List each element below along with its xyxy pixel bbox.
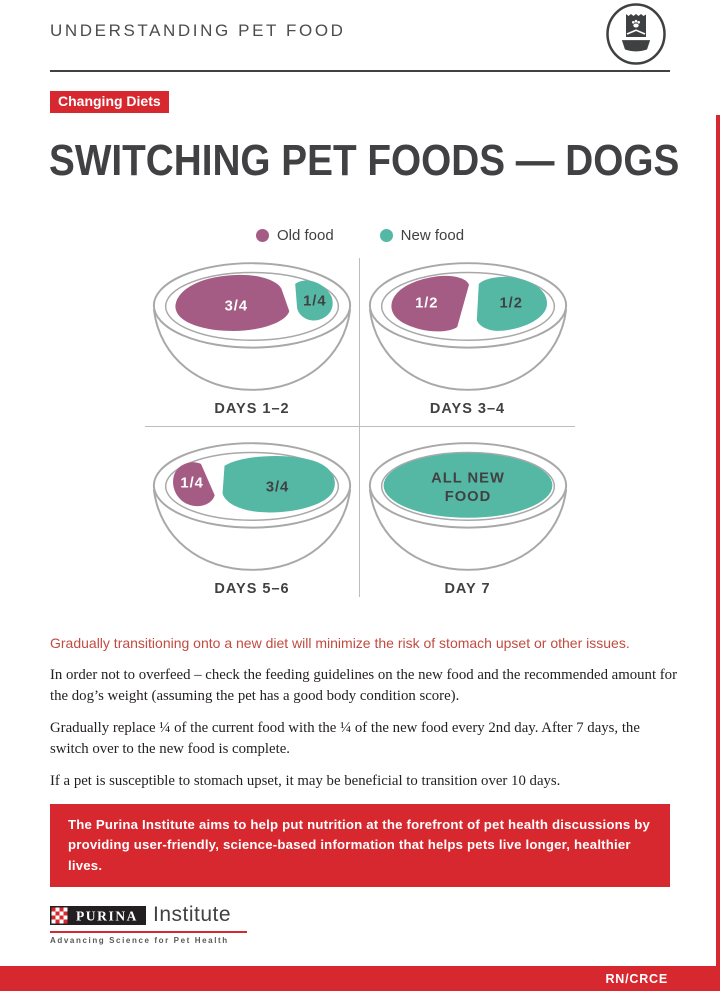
old-food-portion (173, 462, 215, 507)
page-title: SWITCHING PET FOODS — DOGS (49, 136, 680, 185)
document-code: RN/CRCE (605, 971, 668, 986)
old-fraction-label: 1/4 (180, 475, 203, 491)
bowl-diagram-grid: 3/4 1/4 DAYS 1–2 1/2 1/2 DAYS 3–4 1/4 3/… (145, 258, 575, 597)
logo-underline (50, 931, 247, 933)
bowl-graphic-days-1-2: 3/4 1/4 (152, 262, 352, 391)
bowl-day-label: DAYS 3–4 (429, 401, 506, 417)
checkerboard-icon (51, 907, 68, 923)
bottom-bar: RN/CRCE (0, 966, 720, 991)
new-food-portion (222, 455, 335, 513)
pet-food-bag-and-bowl-icon (606, 3, 666, 65)
food-bowl-shape (620, 38, 652, 53)
paragraph-stomach-upset: If a pet is susceptible to stomach upset… (50, 773, 561, 789)
bowl-day-label: DAY 7 (444, 581, 491, 597)
legend: Old food New food (0, 227, 720, 244)
new-fraction-label: 3/4 (266, 479, 289, 495)
paragraph-replace-quarter: Gradually replace ¼ of the current food … (50, 720, 640, 757)
legend-label-old: Old food (276, 227, 334, 244)
bowl-day-label: DAYS 1–2 (214, 401, 290, 417)
legend-label-new: New food (400, 227, 465, 244)
new-fraction-label: 1/2 (499, 295, 522, 311)
old-food-portion (390, 275, 469, 332)
bowl-days-5-6: 1/4 3/4 DAYS 5–6 (145, 427, 360, 597)
header-divider (50, 70, 670, 72)
purina-institute-callout: The Purina Institute aims to help put nu… (50, 804, 670, 888)
old-food-swatch (255, 229, 269, 242)
document-header-title: UNDERSTANDING PET FOOD (50, 21, 346, 40)
old-fraction-label: 3/4 (225, 298, 248, 314)
bowl-graphic-days-3-4: 1/2 1/2 (368, 262, 567, 391)
bowl-day-label: DAYS 5–6 (214, 581, 290, 597)
all-new-food-label-line1: ALL NEW (431, 470, 505, 486)
all-new-food-label-line2: FOOD (444, 489, 490, 505)
new-food-portion (295, 280, 333, 321)
new-food-portion (383, 453, 552, 518)
old-food-portion (175, 274, 290, 332)
logo-tagline: Advancing Science for Pet Health (50, 936, 229, 945)
right-edge-accent-bar (716, 115, 720, 991)
bowl-graphic-day-7: ALL NEW FOOD (368, 442, 567, 571)
new-food-portion (476, 276, 547, 331)
bowl-graphic-days-5-6: 1/4 3/4 (152, 442, 352, 571)
old-fraction-label: 1/2 (415, 295, 438, 311)
new-food-swatch (379, 229, 393, 242)
body-paragraphs: In order not to overfeed – check the fee… (50, 665, 678, 803)
purina-institute-logo: PURINA Institute Advancing Science for P… (50, 903, 247, 945)
paragraph-overfeed: In order not to overfeed – check the fee… (50, 667, 678, 704)
section-badge: Changing Diets (50, 91, 169, 113)
new-fraction-label: 1/4 (303, 293, 326, 309)
highlight-sentence: Gradually transitioning onto a new diet … (50, 635, 630, 651)
bowl-day-7: ALL NEW FOOD DAY 7 (360, 427, 575, 597)
legend-item-old-food: Old food (255, 227, 334, 244)
bowl-days-3-4: 1/2 1/2 DAYS 3–4 (360, 258, 575, 427)
purina-wordmark: PURINA (76, 908, 138, 923)
institute-wordmark: Institute (153, 903, 232, 926)
legend-item-new-food: New food (379, 227, 465, 244)
bowl-days-1-2: 3/4 1/4 DAYS 1–2 (145, 258, 360, 427)
purina-logo-icon: PURINA (50, 905, 146, 925)
